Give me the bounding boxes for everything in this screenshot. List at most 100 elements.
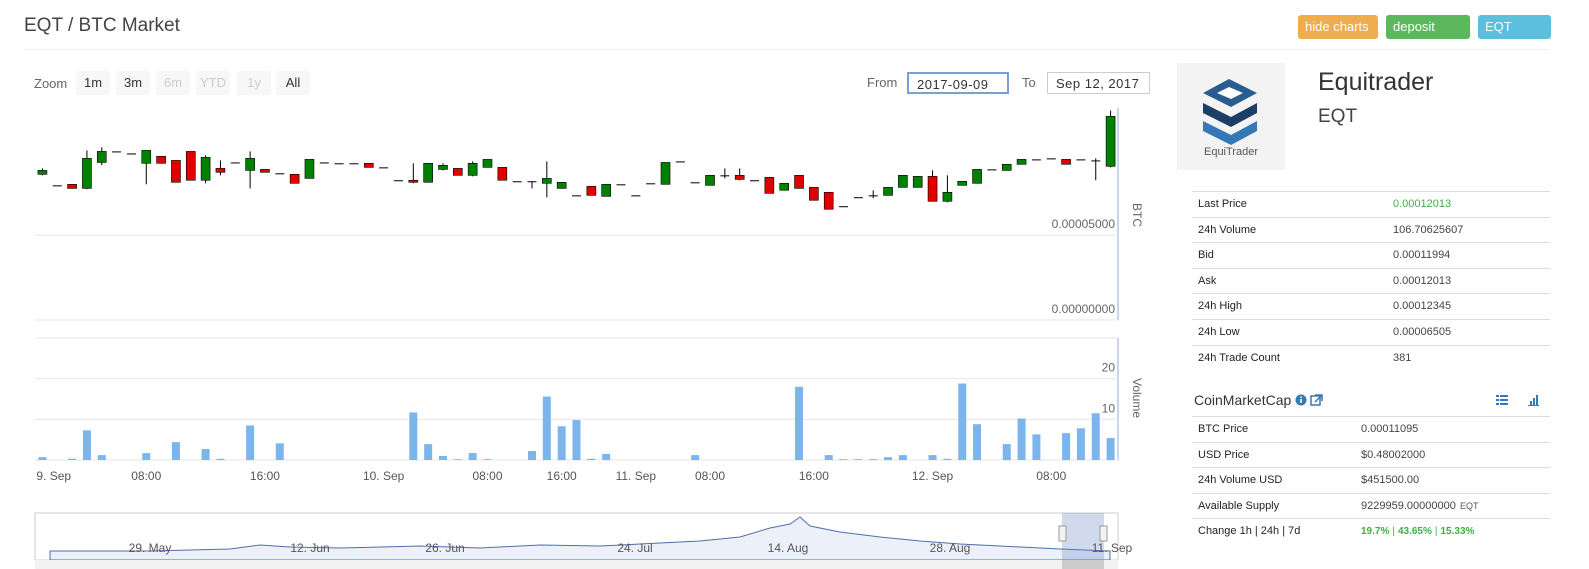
cmc-value: 0.00011095 xyxy=(1361,423,1419,435)
candle-body xyxy=(96,151,107,163)
stats-row: 24h High 0.00012345 xyxy=(1192,293,1550,319)
y-tick-label: 10 xyxy=(1102,401,1116,415)
volume-bar xyxy=(409,412,418,460)
volume-bar xyxy=(142,453,151,460)
volume-bar xyxy=(839,459,848,460)
candle-body xyxy=(839,206,849,208)
peers-button[interactable]: EQT peers xyxy=(1478,15,1551,58)
stats-value: 0.00006505 xyxy=(1393,325,1452,338)
volume-bar xyxy=(527,451,536,460)
navigator-selection[interactable] xyxy=(1062,513,1104,560)
volume-bar xyxy=(468,453,477,460)
candle-body xyxy=(185,151,196,181)
candle-body xyxy=(586,186,597,196)
candle-body xyxy=(572,195,581,197)
volume-bar xyxy=(602,453,611,460)
candle-body xyxy=(972,169,982,184)
navigator-label: 24. Jul xyxy=(617,541,652,555)
candle-body xyxy=(1105,116,1116,167)
x-tick-label: 12. Sep xyxy=(912,469,954,483)
candle-body xyxy=(1061,159,1071,165)
candle-body xyxy=(734,175,745,180)
cmc-table: BTC Price 0.00011095 USD Price $0.48002000 2… xyxy=(1192,416,1550,544)
zoom-button[interactable]: 3m xyxy=(116,71,150,95)
volume-bar xyxy=(201,449,210,460)
deposit-button[interactable]: deposit EQT xyxy=(1386,15,1470,58)
cmc-row: Available Supply 9229959.00000000 EQT xyxy=(1192,492,1550,519)
navigator-handle[interactable] xyxy=(1058,525,1067,542)
zoom-button[interactable]: All xyxy=(276,71,310,95)
candle-body xyxy=(853,197,863,199)
stats-label: 24h Low xyxy=(1198,325,1240,338)
view-toggle[interactable] xyxy=(1496,394,1542,406)
candle-body xyxy=(37,170,48,175)
navigator-label: 11. Sep xyxy=(1092,541,1133,555)
y-axis-title: BTC xyxy=(1130,203,1144,227)
volume-bar xyxy=(869,459,878,460)
candle-body xyxy=(393,180,403,182)
candle-body xyxy=(467,162,478,176)
candle-body xyxy=(289,174,300,184)
volume-bar xyxy=(275,443,284,460)
stats-value: 0.00012345 xyxy=(1393,300,1452,313)
volume-bar xyxy=(691,455,700,460)
scrollbar[interactable] xyxy=(35,560,1118,569)
scrollbar-thumb[interactable] xyxy=(1062,560,1104,569)
change-label: Change 1h | 24h | 7d xyxy=(1198,525,1301,538)
candle-body xyxy=(942,191,953,202)
change-separator: | xyxy=(1392,526,1395,538)
navigator xyxy=(34,512,1119,569)
candle-body xyxy=(868,195,878,197)
candle-body xyxy=(705,175,715,186)
candle-body xyxy=(823,191,834,210)
volume-bar xyxy=(854,459,863,460)
x-tick-label: 08:00 xyxy=(695,469,725,483)
navigator-label: 28. Aug xyxy=(930,541,971,555)
zoom-button[interactable]: 1m xyxy=(76,71,110,95)
candle-body xyxy=(690,182,700,184)
cmc-title-text: CoinMarketCap xyxy=(1194,392,1292,408)
candle-body xyxy=(616,184,626,186)
volume-bar xyxy=(483,459,492,460)
stats-value: 381 xyxy=(1393,351,1412,364)
x-tick-label: 9. Sep xyxy=(36,469,71,483)
candle-body xyxy=(883,187,893,196)
to-input[interactable]: Sep 12, 2017 xyxy=(1047,72,1150,94)
from-input[interactable]: 2017-09-09 xyxy=(907,72,1009,94)
zoom-button[interactable]: 6m xyxy=(156,71,190,95)
cmc-label: 24h Volume USD xyxy=(1198,474,1283,487)
hide-charts-button[interactable]: hide charts xyxy=(1298,15,1378,39)
volume-bar xyxy=(97,455,106,460)
navigator-handle[interactable] xyxy=(1099,525,1108,542)
candle-body xyxy=(482,159,493,168)
volume-bar xyxy=(1002,444,1011,460)
x-tick-label: 11. Sep xyxy=(616,469,657,483)
change-value: 15.33% xyxy=(1440,526,1475,538)
navigator-label: 14. Aug xyxy=(768,541,809,555)
volume-bar xyxy=(68,458,77,460)
coin-logo: EquiTrader xyxy=(1177,63,1285,170)
candle-body xyxy=(171,160,181,183)
candle-body xyxy=(408,179,419,183)
zoom-button[interactable]: 1y xyxy=(237,71,271,95)
from-label: From xyxy=(867,75,898,90)
volume-bar xyxy=(943,458,952,460)
zoom-button[interactable]: YTD xyxy=(196,71,230,95)
candle-body xyxy=(304,159,315,179)
y-tick-label: 0.00000000 xyxy=(1052,302,1116,316)
candle-body xyxy=(1046,158,1056,160)
candle-body xyxy=(52,185,62,187)
x-tick-label: 08:00 xyxy=(1036,469,1066,483)
candle-body xyxy=(1016,159,1027,165)
candle-body xyxy=(898,175,908,188)
cmc-unit: EQT xyxy=(1460,500,1479,511)
stats-row: Last Price 0.00012013 xyxy=(1192,191,1550,217)
zoom-label: Zoom xyxy=(34,76,68,91)
volume-bar xyxy=(438,455,447,460)
candle-body xyxy=(334,163,344,165)
candle-body xyxy=(779,183,789,191)
cmc-label: USD Price xyxy=(1198,448,1250,461)
navigator-label: 12. Jun xyxy=(290,541,329,555)
